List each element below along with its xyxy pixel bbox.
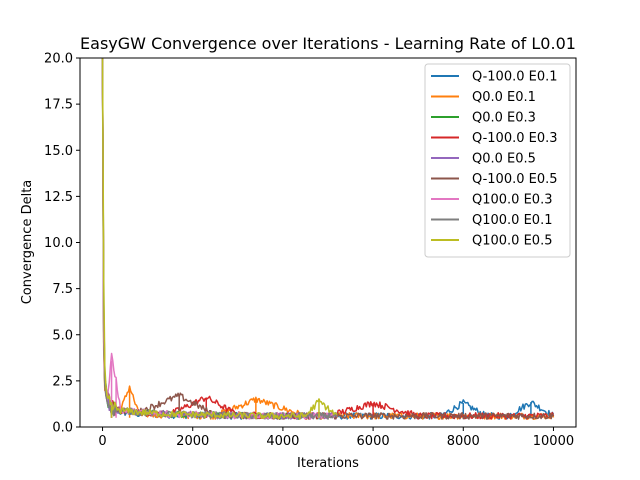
x-tick-label: 2000 xyxy=(176,434,209,449)
y-tick-label: 17.5 xyxy=(44,98,73,113)
x-tick-label: 8000 xyxy=(447,434,480,449)
series-line xyxy=(101,58,338,420)
y-axis: 0.0 2.5 5.0 7.5 10.0 12.5 15.0 17.5 20.0 xyxy=(44,52,80,436)
legend-item: Q0.0 E0.1 xyxy=(431,90,536,105)
x-axis: 0 2000 4000 6000 8000 10000 xyxy=(98,427,574,449)
legend-item: Q100.0 E0.5 xyxy=(431,234,552,249)
legend-label: Q-100.0 E0.3 xyxy=(472,131,558,146)
legend-label: Q0.0 E0.3 xyxy=(472,111,536,126)
legend-label: Q100.0 E0.3 xyxy=(472,193,552,208)
y-tick-label: 7.5 xyxy=(52,282,73,297)
legend-item: Q-100.0 E0.5 xyxy=(431,172,558,187)
legend-label: Q-100.0 E0.1 xyxy=(472,70,558,85)
series-line xyxy=(101,58,338,420)
legend-label: Q100.0 E0.5 xyxy=(472,234,552,249)
legend: Q-100.0 E0.1 Q0.0 E0.1 Q0.0 E0.3 Q-100.0 E0… xyxy=(424,63,571,258)
y-tick-label: 15.0 xyxy=(44,144,73,159)
y-tick-label: 5.0 xyxy=(52,328,73,343)
series-line xyxy=(101,59,338,420)
y-tick-label: 10.0 xyxy=(44,236,73,251)
x-tick-label: 4000 xyxy=(266,434,299,449)
series-layer xyxy=(101,58,555,420)
y-tick-label: 12.5 xyxy=(44,190,73,205)
y-tick-label: 0.0 xyxy=(52,421,73,436)
legend-label: Q0.0 E0.1 xyxy=(472,90,536,105)
legend-label: Q-100.0 E0.5 xyxy=(472,172,558,187)
legend-label: Q100.0 E0.1 xyxy=(472,213,552,228)
y-axis-title: Convergence Delta xyxy=(20,180,35,305)
legend-item: Q-100.0 E0.1 xyxy=(431,70,558,85)
x-tick-label: 0 xyxy=(98,434,106,449)
x-tick-label: 10000 xyxy=(533,434,574,449)
series-line xyxy=(101,64,338,420)
y-tick-label: 20.0 xyxy=(44,52,73,67)
x-axis-title: Iterations xyxy=(297,456,359,471)
legend-item: Q100.0 E0.3 xyxy=(431,193,552,208)
legend-item: Q0.0 E0.5 xyxy=(431,152,536,167)
legend-box xyxy=(424,63,571,258)
legend-item: Q0.0 E0.3 xyxy=(431,111,536,126)
legend-item: Q100.0 E0.1 xyxy=(431,213,552,228)
chart-title: EasyGW Convergence over Iterations - Lea… xyxy=(80,34,576,53)
legend-label: Q0.0 E0.5 xyxy=(472,152,536,167)
y-tick-label: 2.5 xyxy=(52,374,73,389)
x-tick-label: 6000 xyxy=(357,434,390,449)
series-line xyxy=(101,58,338,420)
legend-item: Q-100.0 E0.3 xyxy=(431,131,558,146)
